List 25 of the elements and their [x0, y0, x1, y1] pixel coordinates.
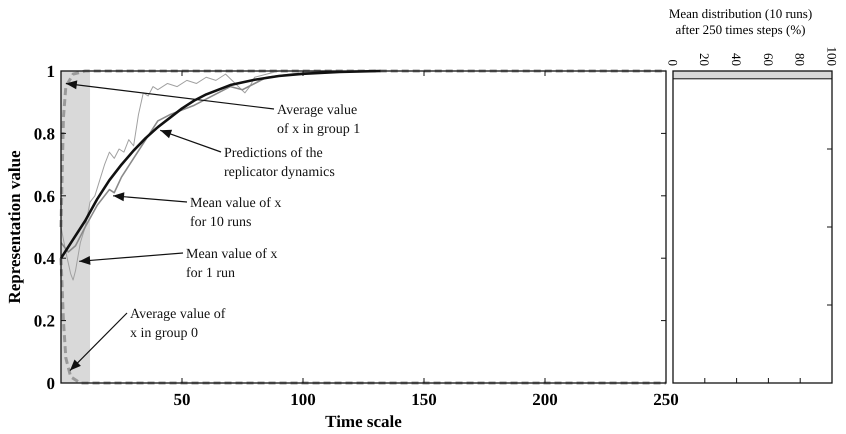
y-tick-label: 0 — [46, 374, 55, 393]
y-axis-title: Representation value — [5, 150, 24, 304]
x-tick-label: 40 — [729, 53, 744, 66]
x-tick-label: 100 — [824, 46, 840, 66]
annotation: Average value of x in group 1 — [277, 103, 360, 137]
x-tick-label: 150 — [411, 390, 437, 409]
x-tick-label: 60 — [760, 53, 776, 66]
x-tick-label: 0 — [665, 60, 680, 66]
y-tick-label: 0.2 — [34, 312, 55, 331]
annotation: Mean value of x for 1 run — [186, 247, 278, 281]
x-tick-label: 250 — [653, 390, 679, 409]
annotation: Average value of x in group 0 — [130, 307, 226, 341]
y-tick-label: 0.4 — [34, 249, 56, 268]
y-tick-label: 1 — [46, 62, 55, 81]
x-axis-title: Time scale — [325, 412, 402, 431]
annotation: Mean value of x for 10 runs — [190, 196, 282, 230]
y-tick-label: 0.6 — [34, 186, 55, 206]
y-tick-label: 0.8 — [34, 124, 55, 144]
x-tick-label: 200 — [532, 390, 558, 409]
annotation: Predictions of the replicator dynamics — [224, 146, 335, 180]
chart-title: Mean distribution (10 runs) after 250 times steps (%) — [668, 6, 812, 37]
x-tick-label: 50 — [174, 390, 190, 409]
x-tick-label: 80 — [792, 53, 808, 66]
x-tick-label: 100 — [290, 390, 316, 409]
x-tick-label: 20 — [697, 53, 712, 66]
